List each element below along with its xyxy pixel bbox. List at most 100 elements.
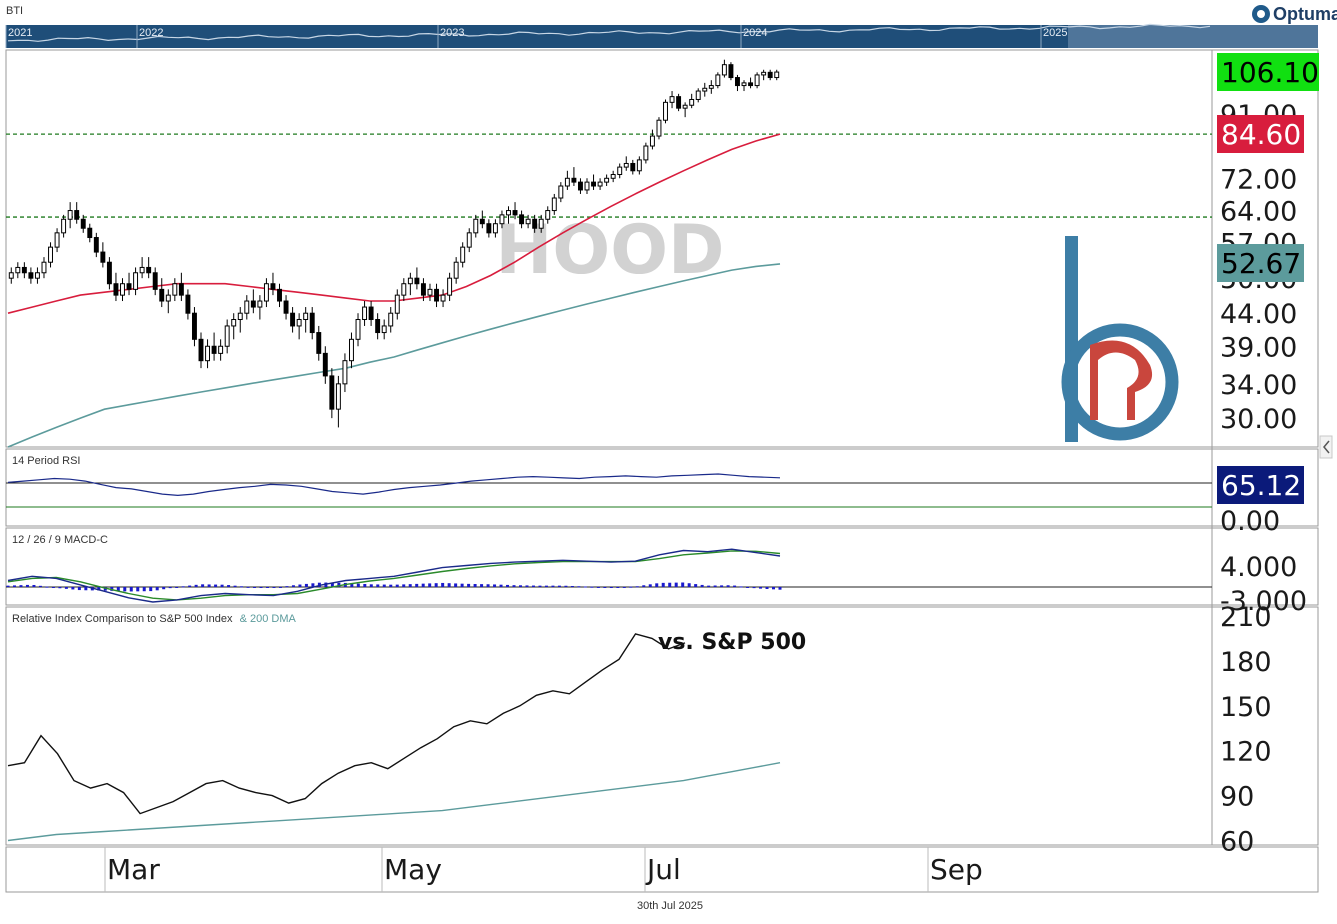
price-tick-label: 34.00	[1220, 370, 1297, 401]
candle	[205, 339, 211, 369]
ma200-line	[7, 263, 781, 448]
candle	[342, 353, 348, 393]
macd-histogram-bar	[376, 584, 380, 587]
candle-body	[139, 266, 145, 274]
macd-histogram-bar	[97, 587, 101, 591]
candle-body	[434, 288, 439, 302]
candle-body	[453, 261, 459, 279]
candle-body	[21, 266, 27, 274]
macd-histogram-bar	[304, 583, 308, 587]
candle-body	[146, 266, 152, 274]
candle-body	[715, 74, 721, 87]
candle-body	[486, 223, 492, 234]
candle-body	[604, 177, 610, 183]
candle-body	[479, 218, 485, 225]
macd-histogram-bar	[278, 586, 282, 588]
candle	[80, 214, 86, 233]
time-navigator[interactable]: 2021 2022 2023 2024 2025	[5, 23, 1318, 48]
candle	[702, 82, 708, 97]
candle-body	[211, 345, 217, 354]
candle-body	[257, 300, 263, 308]
candle-body	[152, 272, 158, 290]
candle-body	[100, 251, 106, 263]
macd-histogram-bar	[428, 583, 432, 587]
macd-histogram-bar	[382, 584, 386, 587]
macd-histogram-bar	[188, 585, 192, 587]
macd-histogram-bar	[499, 584, 503, 587]
candle	[231, 313, 237, 340]
macd-histogram-bar	[648, 584, 652, 587]
relative-tick-label: 120	[1220, 737, 1272, 768]
candle	[728, 62, 734, 81]
candle	[735, 74, 740, 92]
macd-histogram-bar	[609, 587, 613, 588]
macd-histogram-bar	[129, 587, 133, 592]
candle-body	[767, 71, 773, 79]
candle	[748, 77, 754, 89]
candle	[708, 80, 714, 94]
price-tick-label: 64.00	[1220, 197, 1297, 228]
candle-body	[290, 312, 296, 327]
macd-histogram-bar	[460, 583, 464, 587]
candle	[656, 117, 662, 140]
macd-histogram-bar	[71, 587, 75, 590]
candle-body	[8, 272, 14, 279]
candle	[532, 214, 538, 233]
macd-histogram-bar	[291, 585, 295, 587]
candle-body	[610, 174, 616, 179]
macd-histogram-bar	[168, 587, 172, 589]
candle	[597, 178, 603, 190]
relative-tick-label: 90	[1220, 782, 1254, 813]
candle	[15, 262, 21, 279]
macd-histogram-bar	[337, 582, 341, 587]
rsi-pane	[5, 448, 1319, 527]
candle-body	[447, 277, 453, 296]
ma50-badge-value: 84.60	[1221, 118, 1301, 151]
macd-histogram-bar	[473, 584, 477, 587]
candle	[34, 267, 40, 284]
candle-body	[761, 71, 767, 76]
candle	[211, 332, 217, 361]
macd-histogram-bar	[240, 586, 244, 588]
relative-line	[7, 633, 686, 815]
macd-histogram-bar	[772, 587, 776, 590]
candle-body	[270, 283, 276, 290]
candle-body	[774, 71, 780, 79]
macd-histogram-bar	[746, 587, 750, 588]
macd-histogram-bar	[583, 586, 587, 588]
candle-body	[519, 214, 525, 225]
rsi-tick-zero: 0.00	[1220, 506, 1280, 537]
candle	[676, 93, 682, 112]
candle-body	[571, 177, 577, 183]
candle	[630, 159, 636, 175]
macd-histogram-bar	[603, 587, 607, 588]
macd-histogram-bar	[123, 587, 127, 592]
candle	[649, 129, 655, 150]
candle	[695, 88, 701, 103]
macd-histogram-bar	[246, 586, 250, 588]
collapse-panel-button[interactable]	[1319, 435, 1333, 459]
candle	[41, 257, 47, 279]
candle-body	[28, 272, 34, 279]
rsi-title: 14 Period RSI	[12, 455, 80, 467]
candle-body	[591, 181, 597, 187]
optuma-logo[interactable]: Optuma	[1252, 4, 1337, 24]
candle-body	[617, 166, 623, 176]
candle-body	[231, 319, 237, 327]
navigator-window[interactable]	[1068, 25, 1318, 48]
candle	[545, 206, 551, 224]
macd-histogram-bar	[700, 584, 704, 587]
macd-histogram-bar	[570, 586, 574, 588]
candle	[591, 174, 597, 190]
candle	[113, 272, 119, 302]
candle-body	[172, 283, 178, 296]
candle-body	[492, 223, 498, 234]
macd-histogram-bar	[350, 583, 354, 587]
macd-histogram-bar	[616, 587, 620, 588]
candle	[277, 283, 282, 308]
candle	[368, 301, 374, 326]
macd-histogram-bar	[733, 585, 737, 587]
candle-body	[244, 300, 250, 314]
candle-body	[80, 218, 86, 229]
candle-body	[643, 145, 649, 161]
